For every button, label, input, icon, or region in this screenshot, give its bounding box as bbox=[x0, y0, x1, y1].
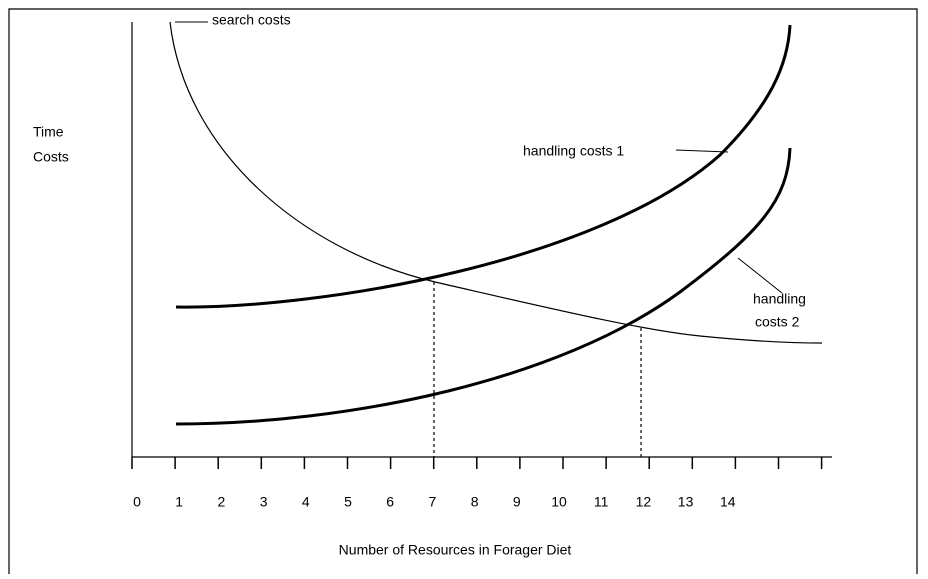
curve-label: handling costs 1 bbox=[523, 143, 624, 159]
x-tick-label: 12 bbox=[636, 494, 652, 510]
x-tick-label: 1 bbox=[175, 494, 183, 510]
curve-label: costs 2 bbox=[755, 314, 800, 330]
x-tick-label: 6 bbox=[386, 494, 394, 510]
handling-curve-2 bbox=[175, 147, 792, 426]
x-tick-label: 7 bbox=[429, 494, 437, 510]
x-label: Number of Resources in Forager Diet bbox=[339, 542, 572, 558]
x-tick-label: 8 bbox=[471, 494, 479, 510]
x-tick-label: 10 bbox=[551, 494, 567, 510]
curve-label: search costs bbox=[212, 12, 291, 28]
x-tick-label: 14 bbox=[720, 494, 736, 510]
search-curve bbox=[169, 21, 823, 344]
frame bbox=[8, 8, 918, 574]
x-tick-label: 3 bbox=[260, 494, 268, 510]
handling-curve-1 bbox=[175, 24, 792, 309]
x-tick-label: 9 bbox=[513, 494, 521, 510]
x-tick-label: 11 bbox=[594, 494, 609, 510]
x-tick-labels: 0 1 2 3 4 5 6 7 8 9 10 11 12 13 14 bbox=[133, 494, 736, 510]
y-label: Costs bbox=[33, 149, 69, 165]
x-tick-label: 13 bbox=[678, 494, 694, 510]
x-ticks bbox=[131, 457, 823, 469]
curve-label: handling bbox=[753, 291, 806, 307]
x-tick-label: 4 bbox=[302, 494, 310, 510]
x-tick-label: 5 bbox=[344, 494, 352, 510]
y-label: Time bbox=[33, 124, 64, 140]
leader-line bbox=[737, 257, 783, 294]
leader-line bbox=[675, 149, 729, 153]
x-tick-label: 0 bbox=[133, 494, 141, 510]
x-tick-label: 2 bbox=[218, 494, 226, 510]
